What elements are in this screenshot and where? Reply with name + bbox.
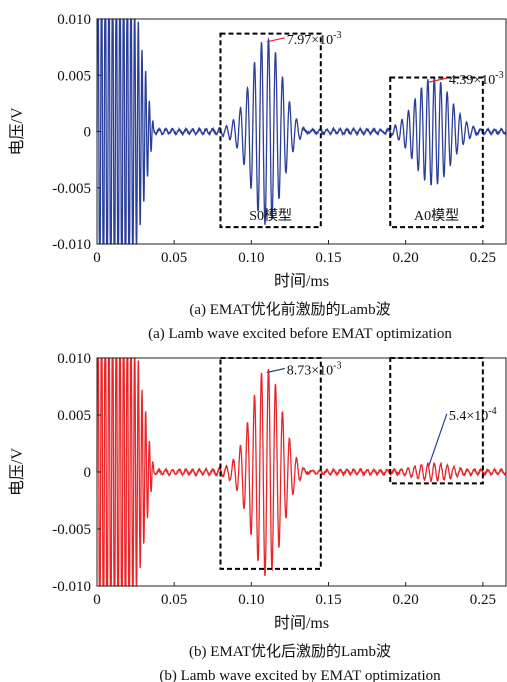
chart-b-xtick-label-3: 0.15 (315, 592, 341, 608)
chart-a-xtick-label-0: 0 (93, 250, 101, 266)
chart-a-ytick-label-1: 0.005 (57, 68, 91, 84)
chart-b-annotation-leader-1 (266, 367, 285, 374)
chart-a-xlabel: 时间/ms (274, 272, 329, 290)
chart-a-xtick-label-1: 0.05 (161, 250, 187, 266)
chart-b-ytick-label-4: -0.010 (52, 579, 91, 595)
chart-a-caption-zh: (a) EMAT优化前激励的Lamb波 (189, 301, 390, 318)
chart-a-ytick-label-4: -0.010 (52, 237, 91, 253)
chart-a-ytick-label-2: 0 (84, 125, 92, 141)
chart-a-ytick-label-3: -0.005 (52, 181, 91, 197)
chart-a-xtick-label-3: 0.15 (315, 250, 341, 266)
chart-a-xtick-label-2: 0.10 (238, 250, 264, 266)
chart-a-caption-en: (a) Lamb wave excited before EMAT optimi… (148, 326, 452, 342)
chart-b-ytick-label-3: -0.005 (52, 522, 91, 538)
chart-b-dashed-box-2 (389, 357, 484, 485)
chart-b-xtick-label-4: 0.20 (393, 592, 419, 608)
chart-b-ytick-label-0: 0.010 (57, 351, 91, 367)
chart-b-annotation-1: 8.73×10-3 (287, 360, 342, 378)
chart-b-ytick-label-1: 0.005 (57, 408, 91, 424)
chart-a-xtick-label-5: 0.25 (470, 250, 496, 266)
chart-a-signal-line (96, 18, 507, 245)
chart-a-dashed-box-2 (389, 76, 484, 229)
chart-b-annotation-2: 5.4×10-4 (449, 406, 497, 424)
chart-b: 8.73×10-3 5.4×10-4 0.010 0.005 0 -0.005 -0.010… (8, 351, 507, 682)
chart-b-xlabel: 时间/ms (274, 614, 329, 632)
chart-a-xtick-label-4: 0.20 (393, 250, 419, 266)
chart-b-xtick-label-0: 0 (93, 592, 101, 608)
chart-a-dashed-box-1 (219, 32, 322, 229)
chart-b-xtick-label-2: 0.10 (238, 592, 264, 608)
chart-a-annotation-leader-2 (428, 77, 447, 83)
chart-a-box-label-2: A0模型 (414, 208, 459, 224)
chart-b-xtick-label-1: 0.05 (161, 592, 187, 608)
chart-b-xtick-label-5: 0.25 (470, 592, 496, 608)
chart-b-annotation-leader-2 (428, 413, 448, 467)
chart-b-plot: 8.73×10-3 5.4×10-4 0.010 0.005 0 -0.005 -0.010… (8, 351, 507, 682)
chart-a-plot: S0模型 A0模型7.97×10-34.39×10-30.0100.0050-0.… (8, 12, 507, 342)
chart-a-annotation-leader-1 (266, 37, 285, 43)
chart-a-box-label-1: S0模型 (249, 208, 292, 224)
chart-a-ytick-label-0: 0.010 (57, 12, 91, 28)
chart-a: S0模型 A0模型7.97×10-34.39×10-30.0100.0050-0.… (8, 12, 507, 342)
chart-a-annotation-1: 7.97×10-3 (287, 30, 342, 48)
chart-a-annotation-2: 4.39×10-3 (449, 70, 504, 88)
chart-b-caption-zh: (b) EMAT优化后激励的Lamb波 (189, 643, 391, 660)
chart-a-ylabel: 电压/V (8, 107, 26, 155)
chart-b-ytick-label-2: 0 (84, 465, 92, 481)
chart-b-caption-en: (b) Lamb wave excited by EMAT optimizati… (159, 668, 441, 682)
chart-b-ylabel: 电压/V (8, 448, 26, 496)
chart-b-signal-line (96, 357, 507, 587)
